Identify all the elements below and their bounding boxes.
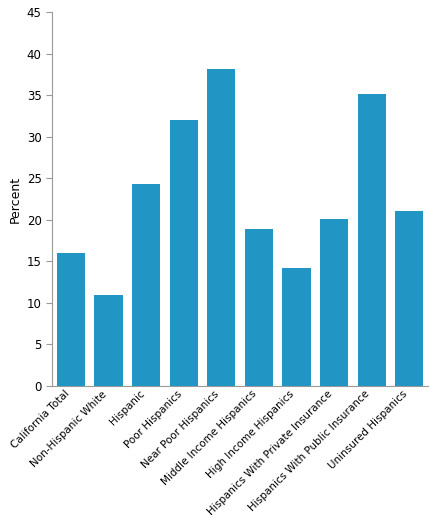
Y-axis label: Percent: Percent xyxy=(8,176,21,223)
Bar xyxy=(244,229,273,386)
Bar xyxy=(132,184,160,386)
Bar xyxy=(357,94,385,386)
Bar xyxy=(282,268,310,386)
Bar xyxy=(57,253,85,386)
Bar xyxy=(169,120,197,386)
Bar xyxy=(94,294,122,386)
Bar xyxy=(394,211,422,386)
Bar xyxy=(319,219,347,386)
Bar xyxy=(207,69,235,386)
